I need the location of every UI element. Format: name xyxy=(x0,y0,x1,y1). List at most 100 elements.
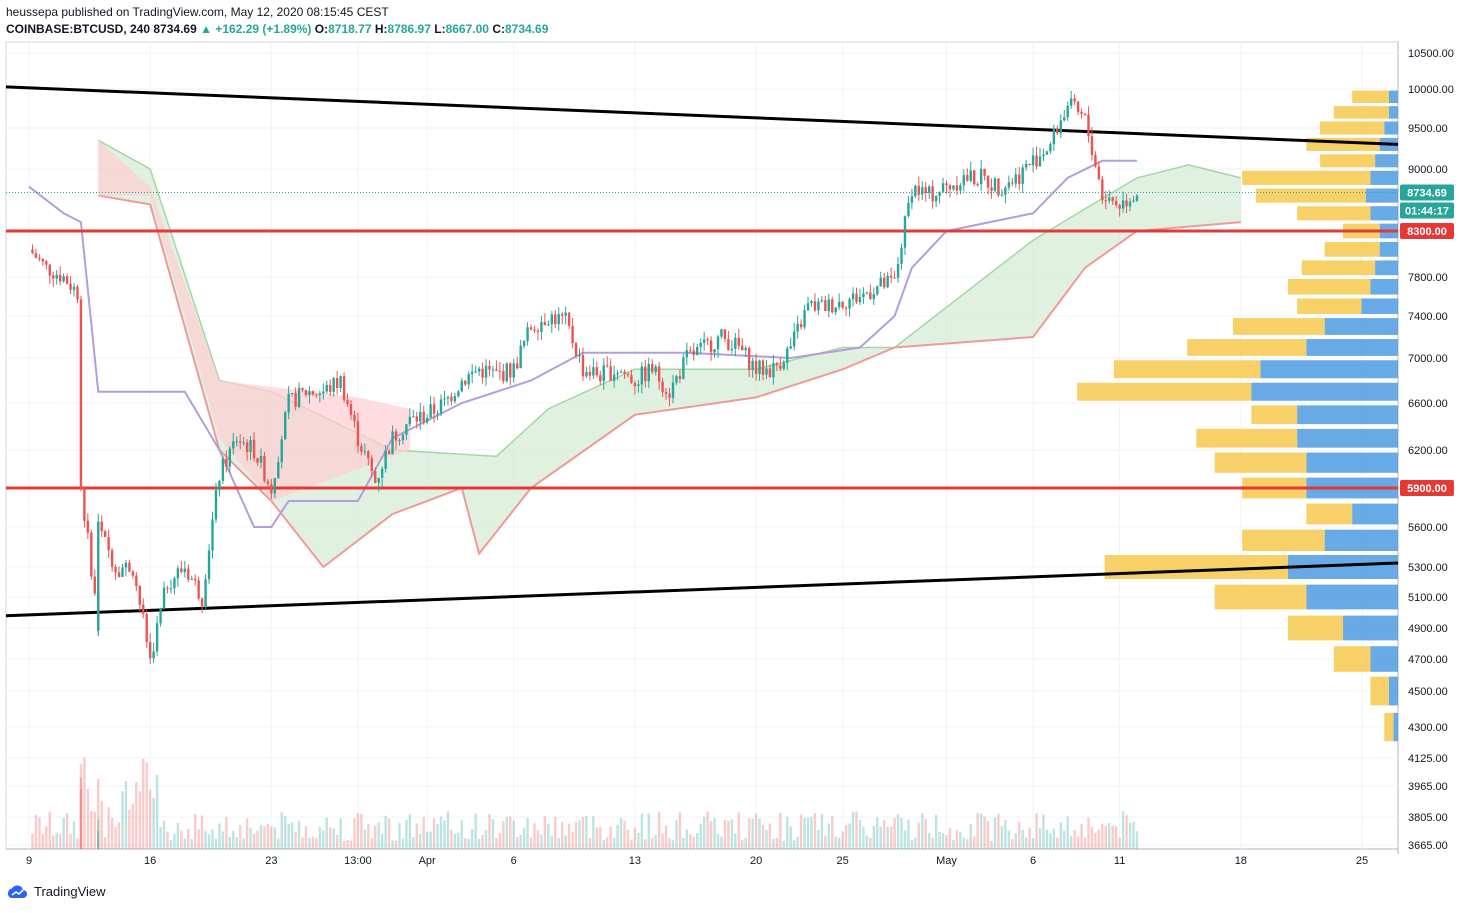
volume-bar xyxy=(1038,828,1042,849)
volume-bar xyxy=(401,838,405,849)
candle-body xyxy=(1021,167,1024,184)
candle-body xyxy=(588,371,592,376)
support-tag-bg xyxy=(1400,480,1454,496)
volume-bar xyxy=(588,838,592,849)
candle-body xyxy=(1031,155,1035,166)
price-chart[interactable]: 10500.00 10000.00 9500.00 9000.00 7800.00 740… xyxy=(0,0,1468,880)
candle-body xyxy=(851,293,855,300)
plot-area xyxy=(5,41,1399,850)
candle-body xyxy=(734,337,737,349)
candle-body xyxy=(211,519,214,551)
volume-bar xyxy=(273,827,277,849)
candle-body xyxy=(986,175,990,188)
candle-body xyxy=(813,301,817,311)
volume-bar xyxy=(425,831,429,849)
candle-body xyxy=(1094,154,1097,167)
candle-body xyxy=(290,393,294,395)
candle-body xyxy=(872,294,876,300)
volume-bar xyxy=(145,762,148,849)
candle-body xyxy=(581,355,585,377)
candle-body xyxy=(533,329,536,331)
x-tick-label: May xyxy=(936,855,957,867)
candle-body xyxy=(609,366,612,381)
candle-body xyxy=(806,303,810,311)
volume-profile-down-bar xyxy=(1297,298,1362,315)
candle-body xyxy=(966,175,969,181)
candle-body xyxy=(612,374,616,381)
volume-bar xyxy=(405,819,408,849)
volume-bar xyxy=(512,820,515,849)
volume-bar xyxy=(135,782,138,849)
candle-body xyxy=(474,371,477,373)
volume-bar xyxy=(837,837,841,849)
candle-body xyxy=(879,277,882,287)
volume-bar xyxy=(644,839,647,849)
candle-body xyxy=(138,586,141,605)
volume-bar xyxy=(834,836,837,849)
candle-body xyxy=(142,604,145,615)
tradingview-logo[interactable]: TradingView xyxy=(6,884,106,899)
candle-body xyxy=(491,369,495,371)
candle-body xyxy=(699,342,702,348)
candle-body xyxy=(962,175,966,186)
volume-bar xyxy=(1042,814,1045,849)
volume-profile-up-bar xyxy=(1324,318,1398,335)
candle-body xyxy=(225,458,228,467)
open-label: O: xyxy=(314,22,329,36)
candle-body xyxy=(228,448,232,467)
volume-bar xyxy=(990,840,993,849)
trendline-upper[interactable] xyxy=(5,85,1399,146)
volume-bar xyxy=(889,826,893,849)
candle-body xyxy=(1011,182,1014,184)
candle-body xyxy=(893,277,896,279)
candle-body xyxy=(311,391,315,395)
volume-profile-down-bar xyxy=(1187,339,1307,356)
candle-body xyxy=(626,373,630,376)
candle-body xyxy=(128,562,131,572)
candle-body xyxy=(574,343,578,356)
change-arrow-icon: ▲ xyxy=(200,22,212,36)
candle-body xyxy=(173,578,176,589)
volume-bar xyxy=(97,819,100,849)
candle-body xyxy=(979,168,983,185)
candle-body xyxy=(720,329,723,337)
candle-body xyxy=(460,380,463,392)
volume-bar xyxy=(280,812,283,849)
candle-body xyxy=(775,363,779,366)
volume-bar xyxy=(259,824,263,849)
volume-bar xyxy=(398,822,401,849)
candle-body xyxy=(869,292,872,300)
volume-bar xyxy=(754,813,758,849)
candle-body xyxy=(65,276,69,284)
volume-profile-down-bar xyxy=(1077,382,1252,401)
volume-bar xyxy=(498,833,502,849)
volume-bar xyxy=(311,836,315,849)
volume-bar xyxy=(879,826,882,849)
candle-body xyxy=(509,363,512,378)
volume-profile-up-bar xyxy=(1370,170,1398,185)
trendline-lower[interactable] xyxy=(5,561,1399,618)
volume-bar xyxy=(166,831,169,849)
volume-bar xyxy=(934,814,938,849)
candle-body xyxy=(263,456,266,482)
candle-body xyxy=(619,371,623,373)
candle-body xyxy=(1080,111,1083,114)
candle-body xyxy=(384,450,387,469)
volume-bar xyxy=(734,833,737,849)
candle-body xyxy=(886,275,889,288)
volume-bar xyxy=(966,839,969,849)
candle-body xyxy=(685,350,689,358)
candle-body xyxy=(741,345,744,351)
candle-body xyxy=(457,391,460,397)
symbol-label[interactable]: COINBASE:BTCUSD, 240 xyxy=(6,22,151,36)
volume-bar xyxy=(651,837,654,849)
volume-bar xyxy=(131,804,135,849)
x-tick-label: 25 xyxy=(837,855,849,867)
volume-bar xyxy=(571,832,574,849)
candle-body xyxy=(90,532,93,577)
candle-body xyxy=(252,439,256,459)
volume-bar xyxy=(349,840,353,849)
candle-body xyxy=(592,367,595,376)
volume-bar xyxy=(79,764,83,849)
candle-body xyxy=(1111,197,1114,201)
